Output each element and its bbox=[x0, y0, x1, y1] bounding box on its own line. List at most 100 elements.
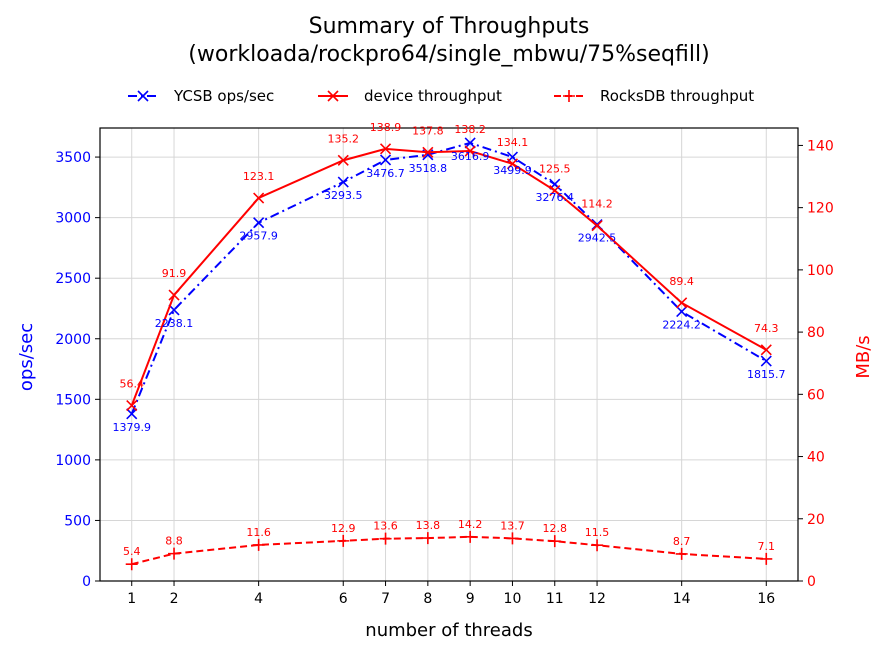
data-point bbox=[506, 158, 519, 170]
data-label: 125.5 bbox=[539, 163, 571, 176]
data-point bbox=[337, 176, 349, 188]
plot-frame bbox=[99, 127, 799, 582]
series-line-2 bbox=[131, 535, 767, 566]
y-left-tick-label: 0 bbox=[82, 574, 91, 590]
y-left-tick-label: 3000 bbox=[55, 211, 91, 227]
legend: YCSB ops/sec device throughput RocksDB thr… bbox=[128, 87, 754, 105]
data-point bbox=[422, 146, 434, 158]
data-label: 3499.9 bbox=[493, 164, 532, 177]
data-label: 123.1 bbox=[243, 170, 275, 183]
y-right-tick-label: 120 bbox=[807, 201, 834, 217]
data-point bbox=[252, 538, 265, 551]
data-point bbox=[379, 532, 392, 545]
x-tick-label: 9 bbox=[466, 591, 475, 607]
data-label: 135.2 bbox=[327, 132, 359, 145]
chart-subtitle: (workloada/rockpro64/single_mbwu/75%seqf… bbox=[188, 42, 709, 67]
data-label: 138.9 bbox=[370, 121, 402, 134]
x-tick-label: 2 bbox=[170, 591, 179, 607]
data-point bbox=[464, 530, 477, 543]
data-point bbox=[337, 154, 349, 166]
data-point bbox=[253, 192, 265, 204]
data-label: 2957.9 bbox=[239, 230, 278, 243]
data-label: 5.4 bbox=[123, 545, 141, 558]
data-point bbox=[379, 154, 392, 166]
legend-item: RocksDB throughput bbox=[554, 87, 754, 105]
data-point bbox=[591, 220, 603, 232]
data-label: 8.7 bbox=[673, 535, 691, 548]
x-tick-label: 11 bbox=[546, 591, 564, 607]
data-label: 1379.9 bbox=[112, 421, 151, 434]
series-line-1 bbox=[130, 147, 767, 406]
data-point bbox=[379, 143, 392, 155]
data-label: 74.3 bbox=[754, 322, 779, 335]
y-right-tick-label: 60 bbox=[807, 387, 825, 403]
data-label: 89.4 bbox=[669, 275, 694, 288]
series-layer bbox=[125, 137, 773, 571]
data-label: 11.5 bbox=[585, 526, 610, 539]
y-right-tick-label: 80 bbox=[807, 325, 825, 341]
x-tick-label: 12 bbox=[588, 591, 606, 607]
y-right-tick-label: 20 bbox=[807, 512, 825, 528]
data-point bbox=[168, 304, 180, 316]
legend-label: RocksDB throughput bbox=[600, 87, 754, 105]
series-2 bbox=[125, 530, 773, 571]
y-right-tick-label: 140 bbox=[807, 138, 834, 154]
y-left-tick-label: 500 bbox=[64, 513, 91, 529]
x-axis-label: number of threads bbox=[365, 620, 532, 641]
data-label: 1815.7 bbox=[747, 368, 786, 381]
data-point bbox=[168, 547, 181, 560]
data-point bbox=[760, 344, 772, 356]
data-point bbox=[760, 355, 772, 367]
data-point bbox=[168, 289, 180, 301]
data-label: 3616.9 bbox=[451, 150, 490, 163]
data-label: 12.8 bbox=[543, 522, 568, 535]
data-point bbox=[464, 145, 476, 157]
data-label: 11.6 bbox=[246, 526, 271, 539]
y-left-tick-label: 2500 bbox=[55, 271, 91, 287]
legend-item: YCSB ops/sec bbox=[128, 87, 274, 105]
legend-label: YCSB ops/sec bbox=[173, 87, 274, 105]
data-point bbox=[676, 306, 688, 318]
data-label: 2238.1 bbox=[155, 317, 194, 330]
data-point bbox=[125, 558, 138, 571]
x-tick-label: 6 bbox=[339, 591, 348, 607]
y-left-tick-label: 3500 bbox=[55, 150, 91, 166]
data-label: 14.2 bbox=[458, 518, 483, 531]
data-label: 12.9 bbox=[331, 522, 356, 535]
data-label: 3518.8 bbox=[409, 162, 448, 175]
data-point bbox=[548, 535, 561, 548]
y-axis-label-left: ops/sec bbox=[16, 323, 37, 391]
data-point bbox=[126, 399, 138, 412]
x-tick-label: 14 bbox=[673, 591, 691, 607]
data-label: 56.4 bbox=[119, 378, 144, 391]
legend-item: device throughput bbox=[318, 87, 502, 105]
data-point bbox=[421, 532, 434, 545]
legend-marker bbox=[137, 90, 149, 102]
data-label: 3276.4 bbox=[536, 191, 575, 204]
x-tick-label: 10 bbox=[504, 591, 522, 607]
y-right-tick-label: 0 bbox=[807, 574, 816, 590]
x-tick-label: 16 bbox=[757, 591, 775, 607]
grid bbox=[100, 128, 798, 582]
axes bbox=[99, 127, 799, 582]
data-label: 114.2 bbox=[581, 198, 613, 211]
x-tick-label: 4 bbox=[254, 591, 263, 607]
y-axis-label-right: MB/s bbox=[853, 335, 874, 378]
data-point bbox=[760, 552, 773, 565]
x-tick-label: 8 bbox=[423, 591, 432, 607]
data-label: 91.9 bbox=[162, 267, 187, 280]
data-label: 138.2 bbox=[454, 123, 486, 136]
x-tick-label: 7 bbox=[381, 591, 390, 607]
x-tick-label: 1 bbox=[127, 591, 136, 607]
data-label: 13.6 bbox=[373, 520, 398, 533]
chart-title: Summary of Throughputs bbox=[309, 14, 590, 39]
data-label: 7.1 bbox=[758, 540, 776, 553]
data-point bbox=[591, 539, 604, 552]
y-left-tick-label: 1500 bbox=[55, 392, 91, 408]
ticks: 1 2 4 6 7 8 9 10 11 12 14 1605001000150020002500300… bbox=[55, 138, 833, 607]
legend-label: device throughput bbox=[364, 87, 502, 105]
legend-marker bbox=[563, 90, 575, 102]
data-point bbox=[675, 547, 688, 560]
data-point bbox=[676, 297, 688, 309]
